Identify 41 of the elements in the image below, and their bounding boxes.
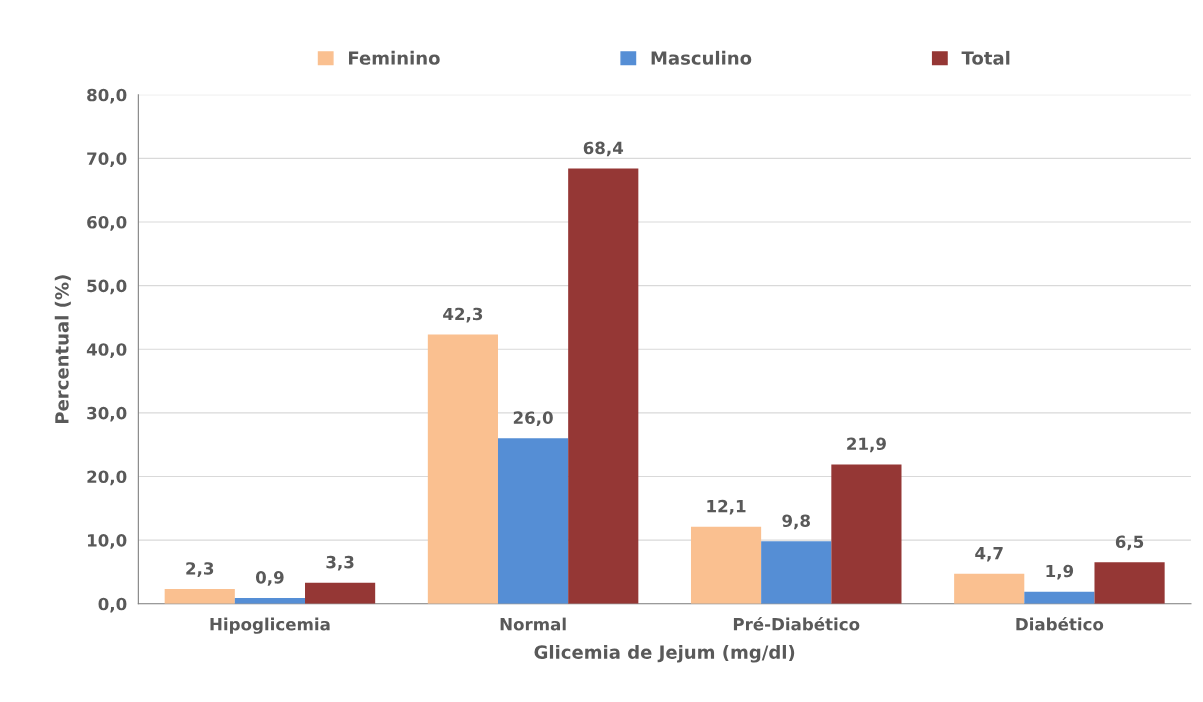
data-label: 21,9 — [847, 437, 886, 453]
y-tick-label: 40,0 — [86, 343, 127, 358]
data-label: 2,3 — [186, 562, 214, 577]
data-label: 1,9 — [1046, 564, 1074, 580]
y-tick-label: 70,0 — [87, 152, 127, 168]
x-tick-label: Diabético — [1016, 616, 1104, 631]
bar — [831, 464, 902, 604]
bar — [164, 589, 235, 604]
data-label: 42,3 — [443, 307, 483, 323]
data-label: 6,5 — [1115, 535, 1144, 551]
bar — [954, 573, 1025, 604]
bar — [497, 438, 569, 604]
y-axis-title: Percentual (%) — [54, 275, 71, 424]
bar — [1024, 591, 1095, 604]
bar — [761, 541, 832, 604]
data-label: 0,9 — [255, 571, 284, 586]
x-tick-label: Normal — [500, 617, 566, 631]
bar — [690, 526, 762, 604]
legend-label: Feminino — [349, 50, 440, 65]
data-label: 12,1 — [707, 499, 746, 515]
data-label: 68,4 — [583, 141, 624, 157]
y-tick-label: 50,0 — [87, 279, 127, 295]
data-label: 3,3 — [326, 555, 354, 571]
bar — [427, 334, 498, 604]
bar — [305, 582, 376, 604]
legend-label: Total — [961, 50, 1010, 65]
legend-label: Masculino — [651, 50, 752, 65]
data-label: 26,0 — [513, 411, 553, 427]
data-label: 9,8 — [782, 514, 810, 530]
bar — [568, 168, 639, 604]
data-label: 4,7 — [975, 547, 1003, 562]
y-tick-label: 0,0 — [98, 597, 127, 613]
x-axis-title: Glicemia de Jejum (mg/dl) — [534, 644, 795, 663]
bar — [1094, 562, 1165, 604]
y-tick-label: 20,0 — [87, 470, 127, 486]
x-tick-label: Hipoglicemia — [210, 617, 330, 634]
y-tick-label: 60,0 — [87, 215, 127, 231]
y-tick-label: 80,0 — [87, 88, 127, 104]
y-tick-label: 30,0 — [87, 406, 127, 422]
x-tick-label: Pré-Diabético — [733, 616, 860, 631]
y-tick-label: 10,0 — [87, 534, 127, 549]
